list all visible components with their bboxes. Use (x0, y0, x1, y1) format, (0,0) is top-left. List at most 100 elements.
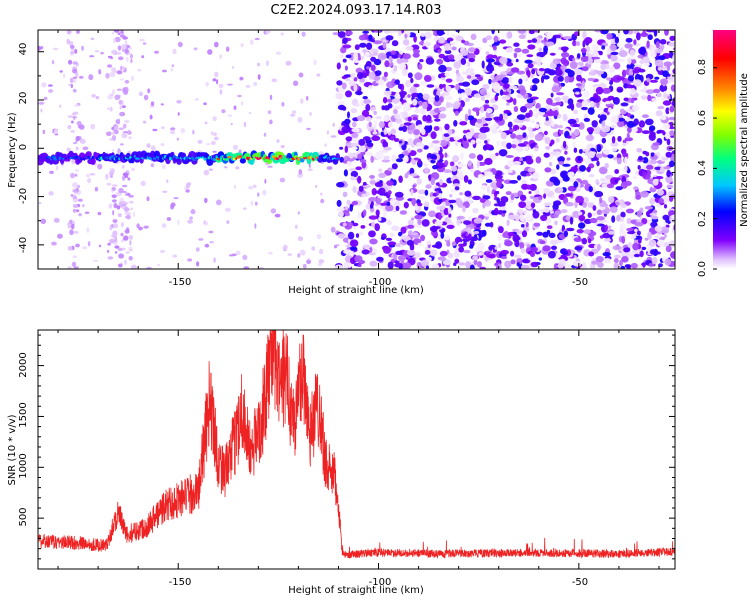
heatmap-speckle (170, 68, 174, 72)
heatmap-speckle (72, 111, 79, 115)
heatmap-noise-cell (350, 72, 356, 79)
heatmap-noise-cell (617, 119, 625, 128)
heatmap-noise-cell (348, 246, 358, 251)
heatmap-noise-cell (660, 114, 667, 121)
heatmap-noise-cell (551, 85, 561, 93)
heatmap-speckle (253, 81, 258, 87)
heatmap-noise-cell (369, 238, 378, 245)
heatmap-noise-cell (675, 222, 681, 228)
heatmap-noise-cell (684, 212, 689, 219)
heatmap-noise-cell (636, 210, 642, 218)
heatmap-speckle (316, 233, 322, 240)
heatmap-noise-cell (383, 90, 392, 96)
heatmap-speckle (294, 224, 298, 230)
heatmap-noise-cell (453, 61, 462, 69)
heatmap-noise-cell (484, 117, 493, 122)
heatmap-speckle (124, 79, 130, 84)
heatmap-noise-cell (362, 244, 372, 249)
heatmap-noise-cell (619, 223, 626, 231)
heatmap-noise-cell (486, 54, 495, 60)
heatmap-noise-cell (492, 45, 497, 51)
heatmap-noise-cell (463, 175, 469, 183)
heatmap-noise-cell (663, 61, 673, 67)
heatmap-noise-cell (501, 95, 511, 101)
heatmap-noise-cell (675, 244, 682, 248)
heatmap-noise-cell (560, 209, 568, 214)
heatmap-speckle (112, 149, 115, 152)
heatmap-noise-cell (460, 152, 464, 160)
heatmap-noise-cell (391, 78, 397, 87)
heatmap-noise-cell (599, 197, 603, 204)
heatmap-noise-cell (682, 169, 691, 173)
heatmap-noise-cell (649, 131, 656, 138)
heatmap-noise-cell (345, 30, 353, 36)
heatmap-speckle (122, 172, 129, 177)
heatmap-noise-cell (395, 158, 404, 163)
heatmap-noise-cell (479, 198, 486, 203)
heatmap-noise-cell (627, 242, 633, 248)
heatmap-noise-cell (503, 83, 510, 89)
heatmap-noise-cell (451, 42, 455, 46)
heatmap-noise-cell (496, 180, 503, 189)
heatmap-noise-cell (510, 133, 517, 139)
heatmap-noise-cell (344, 118, 351, 125)
heatmap-speckle (267, 165, 273, 168)
heatmap-noise-cell (517, 53, 522, 58)
heatmap-noise-cell (632, 242, 639, 251)
heatmap-noise-cell (525, 112, 531, 119)
heatmap-noise-cell (477, 242, 485, 250)
heatmap-noise-cell (385, 204, 394, 212)
heatmap-noise-cell (680, 143, 684, 149)
heatmap-noise-cell (664, 30, 669, 36)
heatmap-noise-cell (338, 210, 344, 218)
heatmap-noise-cell (530, 202, 536, 208)
heatmap-noise-cell (685, 126, 692, 130)
heatmap-speckle (38, 101, 45, 105)
heatmap-noise-cell (596, 209, 602, 216)
heatmap-noise-cell (485, 51, 490, 56)
heatmap-noise-cell (671, 100, 675, 107)
heatmap-noise-cell (421, 128, 426, 135)
heatmap-noise-cell (413, 49, 420, 54)
heatmap-speckle (111, 135, 117, 141)
heatmap-noise-cell (550, 139, 555, 145)
heatmap-noise-cell (572, 87, 582, 94)
heatmap-noise-cell (683, 89, 687, 95)
heatmap-noise-cell (587, 238, 592, 244)
heatmap-noise-cell (686, 223, 693, 228)
spectrogram-ytick-label: -20 (18, 188, 29, 204)
heatmap-noise-cell (471, 79, 480, 86)
heatmap-noise-cell (629, 235, 637, 240)
heatmap-noise-cell (339, 146, 344, 150)
heatmap-noise-cell (384, 169, 392, 176)
heatmap-noise-cell (499, 39, 507, 44)
heatmap-speckle (230, 123, 233, 126)
heatmap-speckle (127, 129, 131, 135)
heatmap-noise-cell (467, 108, 472, 116)
heatmap-noise-cell (542, 245, 551, 252)
heatmap-speckle (242, 254, 248, 260)
snr-frame (37, 329, 676, 570)
heatmap-speckle (56, 165, 59, 171)
heatmap-speckle (112, 199, 117, 203)
heatmap-noise-cell (606, 183, 615, 189)
heatmap-noise-cell (407, 72, 413, 79)
heatmap-speckle (214, 41, 219, 48)
heatmap-noise-cell (476, 160, 480, 169)
heatmap-speckle (297, 172, 304, 178)
heatmap-noise-cell (444, 152, 448, 158)
heatmap-noise-cell (527, 63, 534, 69)
heatmap-noise-cell (584, 157, 592, 165)
heatmap-speckle (82, 246, 88, 250)
heatmap-speckle (122, 87, 127, 94)
heatmap-noise-cell (689, 89, 692, 94)
heatmap-noise-cell (518, 34, 526, 39)
heatmap-noise-cell (488, 253, 496, 259)
heatmap-noise-cell (687, 156, 693, 159)
heatmap-noise-cell (452, 102, 460, 110)
heatmap-noise-cell (452, 46, 456, 51)
heatmap-noise-cell (665, 175, 673, 184)
heatmap-noise-cell (528, 131, 535, 139)
heatmap-speckle (146, 196, 150, 202)
heatmap-noise-cell (689, 256, 692, 263)
